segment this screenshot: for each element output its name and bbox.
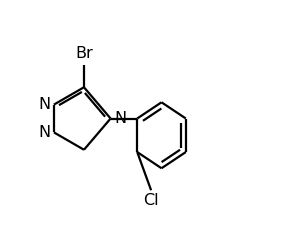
Text: Br: Br [75,46,93,61]
Text: Cl: Cl [143,193,159,208]
Text: N: N [38,97,50,112]
Text: N: N [114,111,126,126]
Text: N: N [38,125,50,140]
